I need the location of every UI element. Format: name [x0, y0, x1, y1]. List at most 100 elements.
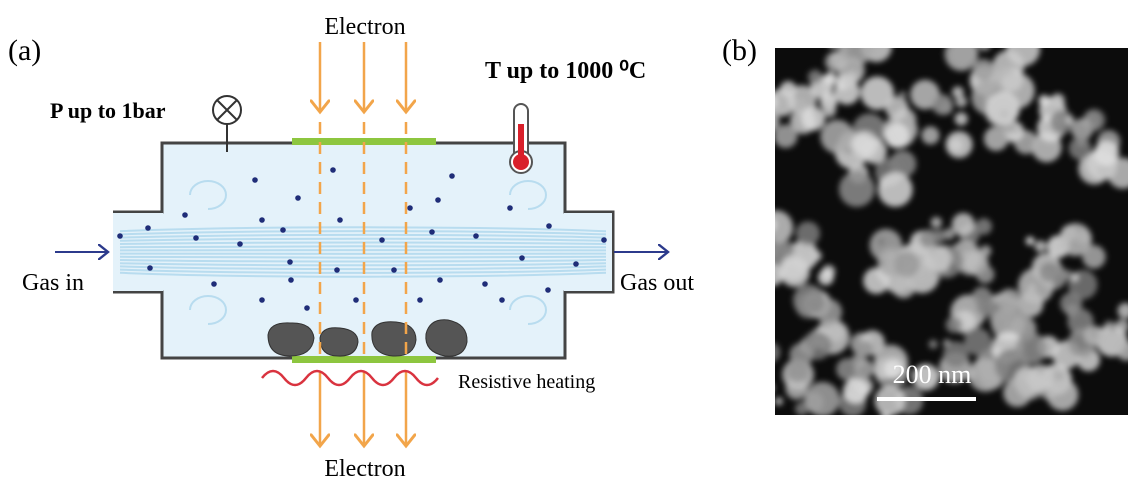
electron-label: Electron: [324, 456, 405, 482]
particle: [182, 212, 188, 218]
sem-grain: [780, 257, 810, 287]
pressure-label: P up to 1bar: [50, 98, 166, 123]
sem-grain: [756, 378, 771, 393]
particle: [288, 277, 294, 283]
sem-grain: [780, 242, 794, 256]
figure: (a) Electron Resistive heating Electron …: [0, 0, 1128, 482]
sem-grain: [955, 96, 967, 108]
sem-grain: [748, 355, 770, 377]
particle: [437, 277, 443, 283]
sem-grain: [760, 342, 780, 362]
heater: [262, 371, 438, 385]
sem-grain: [977, 36, 991, 50]
sem-grain: [775, 397, 783, 405]
sem-grain: [929, 340, 938, 349]
temperature-label: T up to 1000 ⁰C: [485, 58, 646, 84]
sem-grain: [808, 70, 822, 84]
sem-grain: [1094, 141, 1119, 166]
sem-grain: [946, 317, 962, 333]
sem-grain: [952, 213, 975, 236]
sem-grain: [761, 217, 776, 232]
sem-grain: [755, 236, 779, 260]
sem-grain: [1027, 365, 1055, 393]
particle: [353, 297, 359, 303]
particle: [193, 235, 199, 241]
sem-grain: [793, 284, 824, 315]
sem-grain: [990, 96, 1018, 124]
particle: [287, 259, 293, 265]
sem-grain: [780, 81, 796, 97]
sem-grain: [840, 31, 874, 65]
sem-grain: [892, 274, 916, 298]
sem-grain: [924, 245, 951, 272]
particle: [429, 229, 435, 235]
sample: [320, 328, 358, 356]
sem-grain: [805, 382, 840, 417]
sem-grain: [973, 59, 995, 81]
panel-label: (b): [722, 34, 757, 67]
particle: [147, 265, 153, 271]
particle: [259, 217, 265, 223]
particle: [573, 261, 579, 267]
sem-grain: [760, 93, 778, 111]
sem-grain: [955, 112, 968, 125]
particle: [280, 227, 286, 233]
particle: [482, 281, 488, 287]
particle: [519, 255, 525, 261]
particle: [435, 197, 441, 203]
mercury-bulb: [513, 154, 529, 170]
sem-grain: [1084, 326, 1103, 345]
sem-grain: [921, 126, 939, 144]
sem-grain: [787, 360, 809, 382]
sem-grain: [977, 297, 997, 317]
sem-grain: [823, 105, 836, 118]
sem-grain: [820, 120, 854, 154]
sem-grain: [1108, 324, 1116, 332]
sample: [372, 322, 416, 356]
heating-label: Resistive heating: [458, 371, 595, 393]
particle: [391, 267, 397, 273]
particle: [304, 305, 310, 311]
sem-grain: [855, 359, 874, 378]
scale-bar-label: 200 nm: [893, 360, 972, 389]
particle: [334, 267, 340, 273]
sem-grain: [1003, 379, 1031, 407]
sem-grain: [898, 91, 906, 99]
particle: [259, 297, 265, 303]
sem-grain: [794, 99, 807, 112]
sem-grain: [818, 270, 834, 286]
sem-grain: [944, 37, 978, 71]
sem-grain: [976, 218, 992, 234]
flow-line: [120, 257, 606, 258]
particle: [330, 167, 336, 173]
sem-grain: [946, 131, 973, 158]
particle: [295, 195, 301, 201]
sem-grain: [877, 237, 886, 246]
sem-grain: [749, 397, 764, 412]
sem-grain: [827, 33, 842, 48]
particle: [545, 287, 551, 293]
particle: [337, 217, 343, 223]
sem-grain: [1015, 333, 1047, 365]
sem-grain: [843, 378, 869, 404]
gas-in-label: Gas in: [22, 270, 84, 296]
sem-grain: [1069, 137, 1092, 160]
gas-out-label: Gas out: [620, 270, 694, 296]
sem-grain: [774, 124, 798, 148]
sem-grain: [878, 172, 913, 207]
particle: [507, 205, 513, 211]
sem-grain: [932, 229, 946, 243]
particle: [145, 225, 151, 231]
sem-grain: [984, 126, 1009, 151]
sem-grain: [976, 265, 994, 283]
sem-grain: [973, 36, 981, 44]
sem-grain: [764, 383, 775, 394]
sem-grain: [932, 94, 953, 115]
sem-grain: [811, 250, 822, 261]
sem-grain: [1088, 122, 1097, 131]
particle: [499, 297, 505, 303]
sem-grain: [885, 96, 908, 119]
sem-grain: [931, 217, 942, 228]
particle: [379, 237, 385, 243]
particle: [449, 173, 455, 179]
